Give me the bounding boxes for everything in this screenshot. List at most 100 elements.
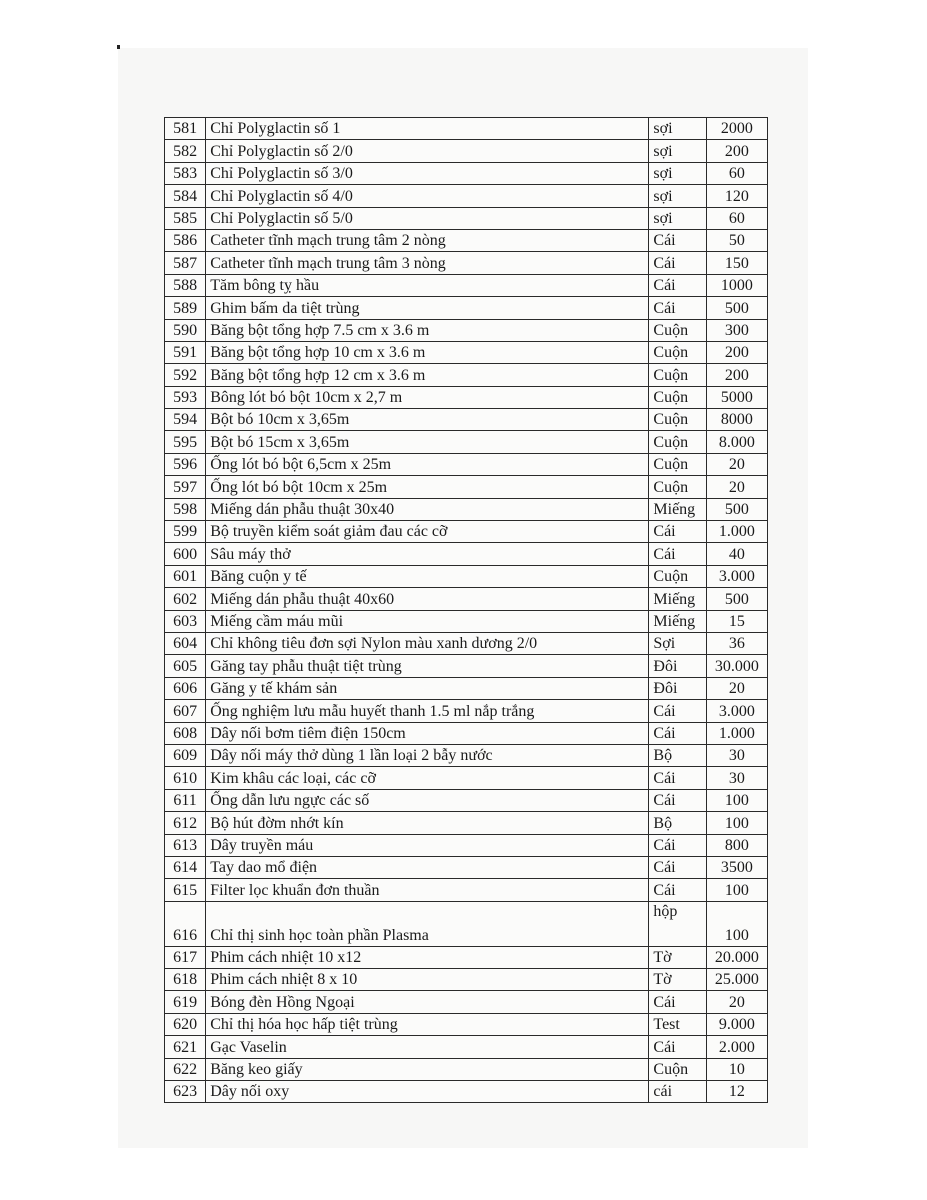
quantity: 100 xyxy=(705,878,769,902)
item-name: Dây truyền máu xyxy=(205,833,650,857)
table-row: 601 Băng cuộn y tế Cuộn 3.000 xyxy=(163,564,769,589)
row-number: 607 xyxy=(163,699,207,723)
item-name: Băng bột tổng hợp 7.5 cm x 3.6 m xyxy=(205,318,650,342)
quantity: 200 xyxy=(705,340,769,365)
quantity: 100 xyxy=(705,788,769,813)
unit: Cuộn xyxy=(648,475,707,499)
unit: Đôi xyxy=(648,654,707,678)
item-name: Dây nối bơm tiêm điện 150cm xyxy=(205,721,650,745)
unit: Cuộn xyxy=(648,564,707,589)
row-number: 584 xyxy=(163,184,207,208)
row-number: 618 xyxy=(163,968,207,992)
item-name: Ghim bấm da tiệt trùng xyxy=(205,296,650,320)
table-row: 612 Bộ hút đờm nhớt kín Bộ 100 xyxy=(163,811,769,835)
row-number: 594 xyxy=(163,408,207,432)
item-name: Dây nối máy thở dùng 1 lần loại 2 bẫy nư… xyxy=(205,743,650,768)
row-number: 605 xyxy=(163,654,207,678)
item-name: Dây nối oxy xyxy=(205,1080,650,1104)
unit: sợi xyxy=(648,139,707,163)
table-body: 581 Chỉ Polyglactin số 1 sợi 2000 582 Chỉ Pol… xyxy=(163,116,769,1104)
row-number: 604 xyxy=(163,631,207,656)
row-number: 586 xyxy=(163,228,207,253)
table-row: 594 Bột bó 10cm x 3,65m Cuộn 8000 xyxy=(163,408,769,432)
item-name: Phim cách nhiệt 8 x 10 xyxy=(205,968,650,992)
quantity: 60 xyxy=(705,161,769,186)
row-number: 616 xyxy=(163,900,207,947)
unit: cái xyxy=(648,1080,707,1104)
quantity: 100 xyxy=(705,900,769,947)
item-name: Filter lọc khuẩn đơn thuần xyxy=(205,878,650,902)
unit: Cuộn xyxy=(648,408,707,432)
unit: Cái xyxy=(648,990,707,1014)
quantity: 500 xyxy=(705,587,769,611)
item-name: Băng bột tổng hợp 12 cm x 3.6 m xyxy=(205,363,650,387)
table-row: 595 Bột bó 15cm x 3,65m Cuộn 8.000 xyxy=(163,430,769,454)
row-number: 595 xyxy=(163,430,207,454)
row-number: 581 xyxy=(163,116,207,141)
unit: Cuộn xyxy=(648,363,707,387)
item-name: Chỉ Polyglactin số 2/0 xyxy=(205,139,650,163)
quantity: 120 xyxy=(705,184,769,208)
unit: Cuộn xyxy=(648,452,707,477)
row-number: 612 xyxy=(163,811,207,835)
item-name: Bóng đèn Hồng Ngoại xyxy=(205,990,650,1014)
unit: Cái xyxy=(648,520,707,544)
row-number: 603 xyxy=(163,609,207,633)
table-row: 587 Catheter tĩnh mạch trung tâm 3 nòng Cá… xyxy=(163,251,769,275)
row-number: 623 xyxy=(163,1080,207,1104)
table-row: 617 Phim cách nhiệt 10 x12 Tờ 20.000 xyxy=(163,945,769,970)
table-row: 593 Bông lót bó bột 10cm x 2,7 m Cuộn 5000 xyxy=(163,385,769,410)
table-row: 584 Chỉ Polyglactin số 4/0 sợi 120 xyxy=(163,184,769,208)
table-row: 621 Gạc Vaselin Cái 2.000 xyxy=(163,1035,769,1059)
unit: Tờ xyxy=(648,968,707,992)
table-row: 582 Chỉ Polyglactin số 2/0 sợi 200 xyxy=(163,139,769,163)
quantity: 25.000 xyxy=(705,968,769,992)
unit: Cái xyxy=(648,855,707,880)
row-number: 587 xyxy=(163,251,207,275)
item-name: Kim khâu các loại, các cỡ xyxy=(205,766,650,790)
quantity: 2000 xyxy=(705,116,769,141)
item-name: Tăm bông tỵ hầu xyxy=(205,273,650,298)
item-name: Sâu máy thở xyxy=(205,542,650,566)
table-row: 597 Ống lót bó bột 10cm x 25m Cuộn 20 xyxy=(163,475,769,499)
unit: Bộ xyxy=(648,743,707,768)
quantity: 300 xyxy=(705,318,769,342)
unit: sợi xyxy=(648,184,707,208)
item-name: Băng keo giấy xyxy=(205,1057,650,1082)
quantity: 36 xyxy=(705,631,769,656)
quantity: 200 xyxy=(705,139,769,163)
item-name: Miếng dán phẫu thuật 40x60 xyxy=(205,587,650,611)
item-name: Miếng cầm máu mũi xyxy=(205,609,650,633)
row-number: 608 xyxy=(163,721,207,745)
table-row: 586 Catheter tĩnh mạch trung tâm 2 nòng Cá… xyxy=(163,228,769,253)
row-number: 622 xyxy=(163,1057,207,1082)
unit: Cái xyxy=(648,251,707,275)
item-name: Chỉ Polyglactin số 1 xyxy=(205,116,650,141)
table-row: 611 Ống dẫn lưu ngực các số Cái 100 xyxy=(163,788,769,813)
item-name: Tay dao mổ điện xyxy=(205,855,650,880)
row-number: 613 xyxy=(163,833,207,857)
quantity: 150 xyxy=(705,251,769,275)
item-name: Băng cuộn y tế xyxy=(205,564,650,589)
row-number: 582 xyxy=(163,139,207,163)
unit: Cuộn xyxy=(648,318,707,342)
table-row: 616 Chỉ thị sinh học toàn phần Plasma hộp 1… xyxy=(163,900,769,947)
unit: Test xyxy=(648,1012,707,1037)
unit: Cái xyxy=(648,878,707,902)
unit: sợi xyxy=(648,206,707,230)
quantity: 1000 xyxy=(705,273,769,298)
row-number: 583 xyxy=(163,161,207,186)
item-name: Ống lót bó bột 6,5cm x 25m xyxy=(205,452,650,477)
item-name: Chỉ Polyglactin số 4/0 xyxy=(205,184,650,208)
table-row: 589 Ghim bấm da tiệt trùng Cái 500 xyxy=(163,296,769,320)
row-number: 615 xyxy=(163,878,207,902)
unit: Đôi xyxy=(648,676,707,701)
table-row: 610 Kim khâu các loại, các cỡ Cái 30 xyxy=(163,766,769,790)
table-row: 604 Chỉ không tiêu đơn sợi Nylon màu xanh… xyxy=(163,631,769,656)
table-row: 622 Băng keo giấy Cuộn 10 xyxy=(163,1057,769,1082)
table-row: 603 Miếng cầm máu mũi Miếng 15 xyxy=(163,609,769,633)
quantity: 60 xyxy=(705,206,769,230)
quantity: 500 xyxy=(705,497,769,522)
supplies-table: 581 Chỉ Polyglactin số 1 sợi 2000 582 Chỉ Pol… xyxy=(163,116,769,1104)
table-row: 585 Chỉ Polyglactin số 5/0 sợi 60 xyxy=(163,206,769,230)
